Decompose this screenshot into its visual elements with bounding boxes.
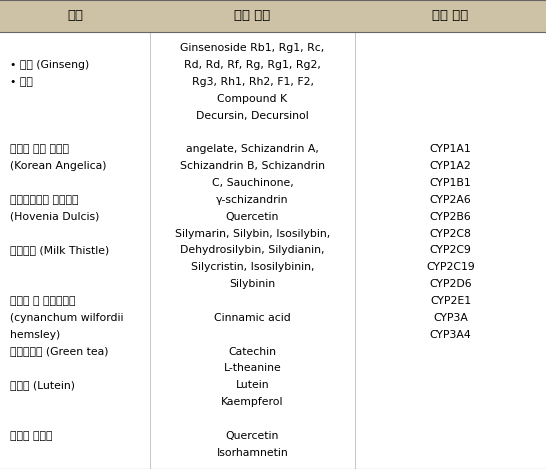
Text: angelate, Schizandrin A,: angelate, Schizandrin A, [186, 144, 319, 154]
Text: Schizandrin B, Schizandrin: Schizandrin B, Schizandrin [180, 161, 325, 171]
Text: CYP2C9: CYP2C9 [430, 245, 471, 256]
Text: CYP2C19: CYP2C19 [426, 262, 475, 272]
Text: 당귀등 추출 복합물: 당귀등 추출 복합물 [10, 144, 69, 154]
Text: CYP3A: CYP3A [433, 313, 468, 323]
Text: • 인삼 (Ginseng): • 인삼 (Ginseng) [10, 60, 89, 70]
Text: CYP2A6: CYP2A6 [430, 195, 471, 205]
Text: Isorhamnetin: Isorhamnetin [217, 447, 288, 458]
Text: CYP3A4: CYP3A4 [430, 330, 471, 340]
Text: 햷개나무과병 추출분말: 햷개나무과병 추출분말 [10, 195, 79, 205]
Text: C, Sauchinone,: C, Sauchinone, [212, 178, 293, 188]
Text: Rd, Rd, Rf, Rg, Rg1, Rg2,: Rd, Rd, Rf, Rg, Rg1, Rg2, [184, 60, 321, 70]
Text: Silymarin, Silybin, Isosilybin,: Silymarin, Silybin, Isosilybin, [175, 228, 330, 239]
Text: Catechin: Catechin [228, 347, 276, 356]
Text: Kaempferol: Kaempferol [221, 397, 284, 407]
Text: (Korean Angelica): (Korean Angelica) [10, 161, 106, 171]
Text: Quercetin: Quercetin [226, 212, 279, 222]
Text: CYP1A1: CYP1A1 [430, 144, 471, 154]
Text: Ginsenoside Rb1, Rg1, Rc,: Ginsenoside Rb1, Rg1, Rc, [180, 43, 325, 53]
Text: CYP2B6: CYP2B6 [430, 212, 471, 222]
Text: CYP2E1: CYP2E1 [430, 296, 471, 306]
Text: 루테인 (Lutein): 루테인 (Lutein) [10, 380, 75, 390]
Text: Cinnamic acid: Cinnamic acid [214, 313, 291, 323]
Text: Silycristin, Isosilybinin,: Silycristin, Isosilybinin, [191, 262, 314, 272]
Text: 분석 대상: 분석 대상 [432, 9, 468, 23]
Text: Rg3, Rh1, Rh2, F1, F2,: Rg3, Rh1, Rh2, F1, F2, [192, 77, 313, 87]
Text: (cynanchum wilfordii: (cynanchum wilfordii [10, 313, 123, 323]
Text: γ-schizandrin: γ-schizandrin [216, 195, 289, 205]
Text: Lutein: Lutein [236, 380, 269, 390]
Text: • 홍삼: • 홍삼 [10, 77, 33, 87]
Text: CYP2D6: CYP2D6 [429, 279, 472, 289]
Text: Silybinin: Silybinin [229, 279, 276, 289]
Text: 품목: 품목 [67, 9, 83, 23]
Text: hemsley): hemsley) [10, 330, 60, 340]
Text: Dehydrosilybin, Silydianin,: Dehydrosilybin, Silydianin, [180, 245, 325, 256]
Text: 녹차추출물 (Green tea): 녹차추출물 (Green tea) [10, 347, 109, 356]
Text: CYP1B1: CYP1B1 [430, 178, 471, 188]
Text: 은행잎 추출물: 은행잎 추출물 [10, 431, 52, 441]
Text: 지표 성분: 지표 성분 [234, 9, 271, 23]
Text: (Hovenia Dulcis): (Hovenia Dulcis) [10, 212, 99, 222]
Text: L-theanine: L-theanine [224, 363, 281, 373]
Text: 백수오 등 복합추출물: 백수오 등 복합추출물 [10, 296, 75, 306]
Bar [0, 0, 546, 32]
Text: Decursin, Decursinol: Decursin, Decursinol [196, 111, 309, 121]
Text: Quercetin: Quercetin [226, 431, 279, 441]
Text: CYP1A2: CYP1A2 [430, 161, 471, 171]
Text: Compound K: Compound K [217, 94, 288, 104]
Text: CYP2C8: CYP2C8 [430, 228, 471, 239]
Text: 밀크씨슬 (Milk Thistle): 밀크씨슬 (Milk Thistle) [10, 245, 109, 256]
